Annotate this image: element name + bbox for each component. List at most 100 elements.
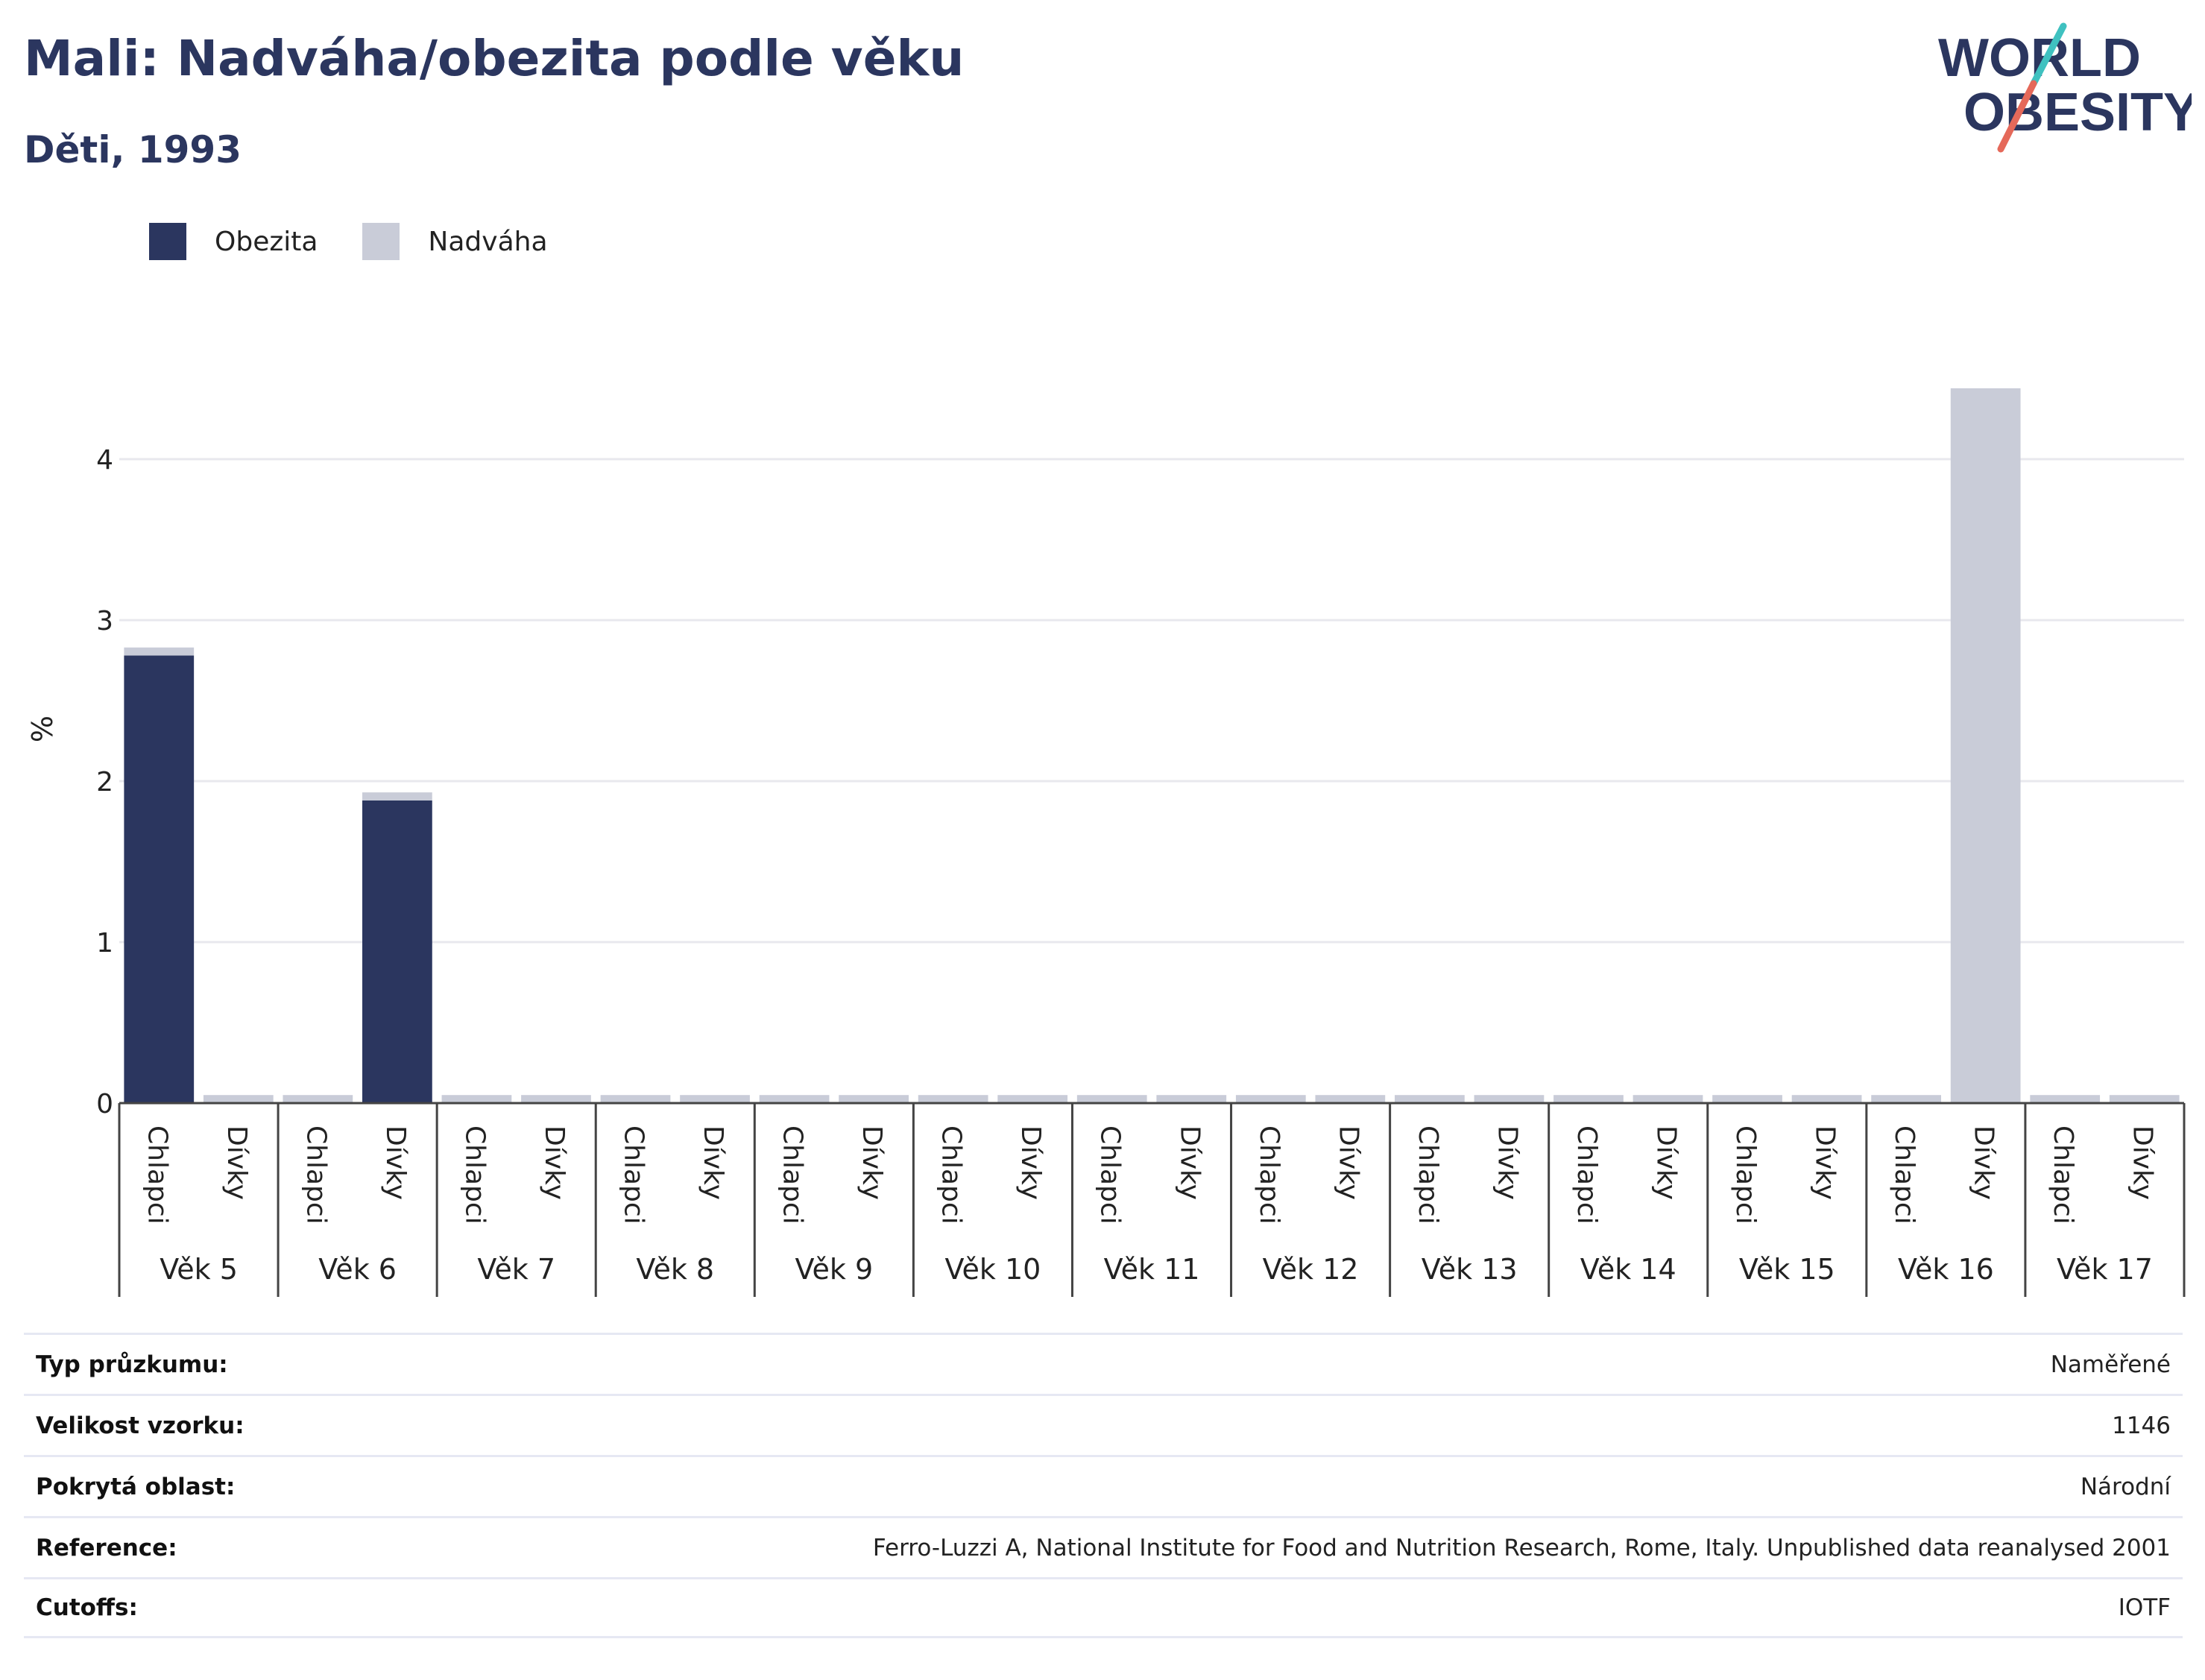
bar-nadvaha	[1474, 1095, 1545, 1103]
bar-obezita	[124, 655, 195, 1103]
x-subcategory-label: Chlapci	[300, 1125, 331, 1225]
bar-nadvaha	[918, 1095, 988, 1103]
bar-nadvaha	[1235, 1095, 1306, 1103]
info-row-cutoffs: Cutoffs: IOTF	[24, 1577, 2183, 1638]
bar-nadvaha	[283, 1095, 353, 1103]
y-tick-label: 1	[96, 928, 113, 959]
x-subcategory-label: Chlapci	[1254, 1125, 1284, 1225]
y-tick-label: 0	[96, 1089, 113, 1120]
x-subcategory-label: Dívky	[1015, 1125, 1046, 1200]
bar-nadvaha	[839, 1095, 909, 1103]
logo-slash-teal	[2030, 22, 2067, 87]
chart-title: Mali: Nadváha/obezita podle věku	[24, 30, 965, 87]
bar-nadvaha	[1156, 1095, 1227, 1103]
x-group-label: Věk 17	[2057, 1253, 2153, 1286]
info-value: Národní	[2080, 1473, 2171, 1500]
bar-nadvaha	[1315, 1095, 1386, 1103]
x-group-label: Věk 12	[1263, 1253, 1359, 1286]
x-subcategory-label: Dívky	[1810, 1125, 1840, 1200]
x-subcategory-label: Dívky	[380, 1125, 411, 1200]
logo-text-obesity: OBESITY	[1963, 83, 2192, 142]
bar-nadvaha	[521, 1095, 591, 1103]
survey-info-table: Typ průzkumu: Naměřené Velikost vzorku: …	[24, 1333, 2183, 1638]
y-tick-label: 2	[96, 767, 113, 798]
x-subcategory-label: Chlapci	[777, 1125, 808, 1225]
logo-slash-coral	[1997, 80, 2037, 153]
bar-chart: 0 1 2 3 4% Chlapci Dívky Věk 5 Chlapci Dívky Věk 6…	[26, 388, 2186, 1297]
x-group-label: Věk 11	[1104, 1253, 1200, 1286]
legend-swatch-obezita	[149, 223, 186, 260]
bar-nadvaha	[124, 647, 195, 656]
x-subcategory-label: Chlapci	[2048, 1125, 2078, 1225]
x-subcategory-label: Dívky	[1969, 1125, 1999, 1200]
bar-nadvaha	[759, 1095, 830, 1103]
info-row-survey-type: Typ průzkumu: Naměřené	[24, 1333, 2183, 1394]
legend-swatch-nadvaha	[362, 223, 400, 260]
x-group-label: Věk 15	[1739, 1253, 1835, 1286]
chart-legend: Obezita Nadváha	[149, 222, 593, 261]
x-subcategory-label: Dívky	[221, 1125, 252, 1200]
x-subcategory-label: Dívky	[1651, 1125, 1682, 1200]
info-value: Naměřené	[2050, 1351, 2171, 1378]
x-group-label: Věk 6	[318, 1253, 397, 1286]
legend-item-nadvaha[interactable]: Nadváha	[362, 223, 548, 260]
x-subcategory-label: Chlapci	[936, 1125, 967, 1225]
world-obesity-logo: WORLD OBESITY	[1938, 22, 2192, 153]
x-subcategory-label: Dívky	[857, 1125, 887, 1200]
info-label: Typ průzkumu:	[36, 1351, 228, 1378]
x-group-label: Věk 7	[477, 1253, 555, 1286]
x-subcategory-label: Dívky	[539, 1125, 570, 1200]
x-subcategory-label: Chlapci	[1571, 1125, 1602, 1225]
bar-nadvaha	[1076, 1095, 1147, 1103]
x-subcategory-label: Chlapci	[1889, 1125, 1919, 1225]
info-label: Pokrytá oblast:	[36, 1473, 236, 1500]
bar-nadvaha	[1395, 1095, 1465, 1103]
y-tick-label: 4	[96, 445, 113, 476]
y-tick-label: 3	[96, 606, 113, 637]
info-row-area-covered: Pokrytá oblast: Národní	[24, 1455, 2183, 1516]
x-subcategory-label: Chlapci	[1413, 1125, 1443, 1225]
bar-nadvaha	[203, 1095, 274, 1103]
bar-obezita	[362, 800, 432, 1103]
info-value: Ferro-Luzzi A, National Institute for Fo…	[872, 1534, 2171, 1561]
bar-nadvaha	[680, 1095, 750, 1103]
bar-nadvaha	[441, 1095, 512, 1103]
x-subcategory-label: Dívky	[698, 1125, 728, 1200]
bar-nadvaha	[1633, 1095, 1703, 1103]
bar-nadvaha	[1950, 388, 2021, 1103]
x-subcategory-label: Chlapci	[1095, 1125, 1126, 1225]
x-subcategory-label: Chlapci	[619, 1125, 649, 1225]
x-group-label: Věk 14	[1580, 1253, 1676, 1286]
bar-nadvaha	[362, 792, 432, 800]
x-subcategory-label: Chlapci	[1730, 1125, 1761, 1225]
x-subcategory-label: Dívky	[1333, 1125, 1363, 1200]
x-group-label: Věk 5	[160, 1253, 238, 1286]
x-subcategory-label: Chlapci	[142, 1125, 172, 1225]
info-label: Cutoffs:	[36, 1594, 138, 1621]
bar-nadvaha	[2030, 1095, 2101, 1103]
x-subcategory-label: Dívky	[1492, 1125, 1522, 1200]
info-label: Reference:	[36, 1534, 177, 1561]
info-row-reference: Reference: Ferro-Luzzi A, National Insti…	[24, 1516, 2183, 1577]
bar-nadvaha	[1553, 1095, 1624, 1103]
x-group-label: Věk 9	[795, 1253, 874, 1286]
bar-nadvaha	[1871, 1095, 1941, 1103]
info-value: IOTF	[2118, 1594, 2171, 1621]
x-group-label: Věk 16	[1898, 1253, 1994, 1286]
legend-label-nadvaha: Nadváha	[428, 226, 548, 257]
y-axis-label: %	[26, 716, 59, 742]
x-subcategory-label: Chlapci	[459, 1125, 490, 1225]
x-subcategory-label: Dívky	[2127, 1125, 2158, 1200]
x-group-label: Věk 8	[636, 1253, 714, 1286]
info-value: 1146	[2112, 1412, 2171, 1439]
bar-nadvaha	[997, 1095, 1068, 1103]
legend-item-obezita[interactable]: Obezita	[149, 223, 318, 260]
bar-nadvaha	[2109, 1095, 2180, 1103]
x-group-label: Věk 13	[1422, 1253, 1518, 1286]
bar-nadvaha	[600, 1095, 671, 1103]
info-row-sample-size: Velikost vzorku: 1146	[24, 1394, 2183, 1455]
bar-nadvaha	[1791, 1095, 1862, 1103]
chart-subtitle: Děti, 1993	[24, 128, 242, 171]
x-group-label: Věk 10	[944, 1253, 1041, 1286]
legend-label-obezita: Obezita	[215, 226, 318, 257]
